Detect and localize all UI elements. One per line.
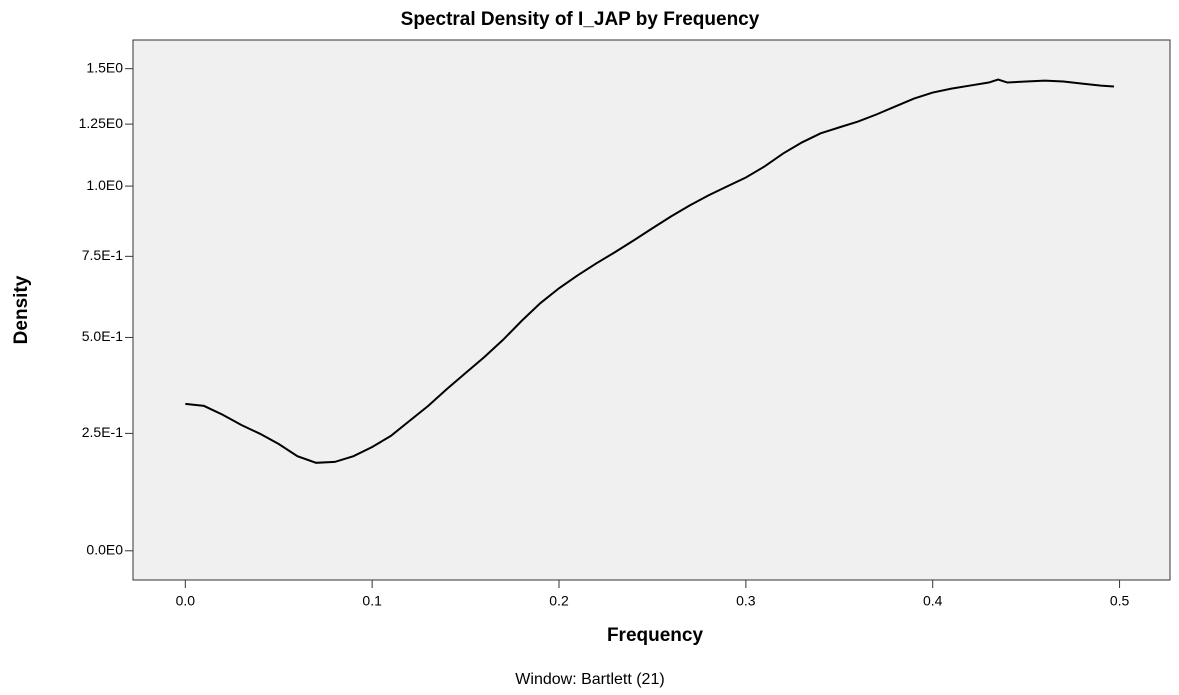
x-tick-label: 0.2 xyxy=(549,593,569,609)
y-tick-label: 1.0E0 xyxy=(86,177,123,193)
y-tick-label: 1.25E0 xyxy=(79,115,124,131)
x-tick-label: 0.0 xyxy=(176,593,196,609)
y-tick-label: 7.5E-1 xyxy=(82,247,123,263)
y-tick-label: 1.5E0 xyxy=(86,59,123,75)
y-tick-label: 5.0E-1 xyxy=(82,328,123,344)
y-axis-label: Density xyxy=(11,275,32,344)
x-tick-label: 0.4 xyxy=(923,593,943,609)
caption: Window: Bartlett (21) xyxy=(515,671,664,688)
y-tick-label: 0.0E0 xyxy=(86,541,123,557)
x-tick-label: 0.3 xyxy=(736,593,756,609)
x-tick-label: 0.1 xyxy=(362,593,382,609)
y-tick-label: 2.5E-1 xyxy=(82,424,123,440)
chart-title: Spectral Density of I_JAP by Frequency xyxy=(401,9,760,30)
plot-area xyxy=(132,39,1171,581)
x-tick-label: 0.5 xyxy=(1110,593,1130,609)
x-axis-label: Frequency xyxy=(607,625,704,646)
line-series xyxy=(185,78,1115,464)
